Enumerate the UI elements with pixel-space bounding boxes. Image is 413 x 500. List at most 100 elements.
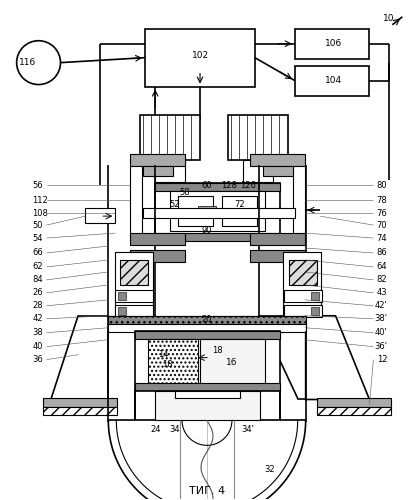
Text: 20: 20 bbox=[202, 316, 212, 324]
Text: 56: 56 bbox=[33, 180, 43, 190]
Bar bbox=[143, 208, 295, 218]
Text: 16: 16 bbox=[226, 358, 237, 367]
Bar bbox=[250, 233, 305, 245]
Bar bbox=[108, 324, 306, 332]
Bar bbox=[283, 252, 320, 317]
Bar bbox=[289, 260, 317, 285]
Text: 24: 24 bbox=[150, 425, 160, 434]
Bar bbox=[143, 166, 173, 176]
Bar bbox=[155, 183, 280, 238]
Bar bbox=[130, 154, 185, 166]
Polygon shape bbox=[306, 316, 370, 400]
Text: 14: 14 bbox=[158, 350, 169, 359]
Text: 82: 82 bbox=[377, 276, 387, 284]
Text: 72: 72 bbox=[235, 200, 245, 208]
Text: 32: 32 bbox=[264, 465, 275, 474]
Text: 34: 34 bbox=[170, 425, 180, 434]
Bar bbox=[115, 305, 153, 317]
Bar bbox=[130, 233, 185, 245]
Text: 10: 10 bbox=[382, 14, 394, 24]
Bar bbox=[135, 382, 280, 390]
Bar bbox=[250, 154, 305, 166]
Bar bbox=[115, 252, 153, 317]
Polygon shape bbox=[50, 316, 108, 400]
Text: 36': 36' bbox=[375, 342, 387, 351]
Text: 76: 76 bbox=[377, 208, 387, 218]
Text: 102: 102 bbox=[192, 51, 209, 60]
Text: 60: 60 bbox=[202, 180, 212, 190]
Text: 26: 26 bbox=[33, 288, 43, 298]
Text: 70: 70 bbox=[377, 220, 387, 230]
Bar bbox=[200, 338, 265, 386]
Bar bbox=[263, 166, 293, 176]
Bar bbox=[317, 408, 392, 416]
Bar bbox=[108, 316, 306, 330]
Text: 38': 38' bbox=[375, 314, 387, 324]
Text: 104: 104 bbox=[325, 76, 342, 85]
Text: 43: 43 bbox=[377, 288, 387, 298]
Text: 62: 62 bbox=[33, 262, 43, 272]
Bar bbox=[311, 292, 318, 300]
Bar bbox=[243, 160, 273, 182]
Text: 28: 28 bbox=[33, 302, 43, 310]
Bar bbox=[295, 66, 370, 96]
Text: 116: 116 bbox=[19, 58, 36, 67]
Bar bbox=[120, 260, 148, 285]
Text: 38: 38 bbox=[33, 328, 43, 337]
Text: 86: 86 bbox=[377, 248, 387, 258]
Bar bbox=[170, 191, 265, 231]
Bar bbox=[140, 116, 200, 160]
Bar bbox=[250, 250, 305, 262]
Text: 106: 106 bbox=[325, 39, 342, 48]
Bar bbox=[295, 28, 370, 58]
Text: 52: 52 bbox=[170, 200, 180, 208]
Bar bbox=[115, 290, 153, 302]
Bar bbox=[108, 316, 306, 324]
Bar bbox=[198, 206, 216, 216]
Bar bbox=[155, 233, 280, 241]
Bar bbox=[148, 338, 198, 386]
Text: 50: 50 bbox=[33, 220, 43, 230]
Bar bbox=[130, 166, 142, 236]
Text: 36: 36 bbox=[33, 355, 43, 364]
Bar bbox=[222, 196, 257, 226]
Bar bbox=[118, 307, 126, 315]
Text: 112: 112 bbox=[33, 196, 48, 204]
Bar bbox=[118, 292, 126, 300]
Text: 18: 18 bbox=[162, 360, 173, 369]
Bar bbox=[155, 160, 185, 182]
Text: 80: 80 bbox=[377, 180, 387, 190]
Text: 18: 18 bbox=[211, 346, 222, 355]
Bar bbox=[135, 330, 280, 390]
Text: 58: 58 bbox=[180, 188, 190, 196]
Text: 84: 84 bbox=[33, 276, 43, 284]
Bar bbox=[43, 398, 117, 407]
Text: 40: 40 bbox=[33, 342, 43, 351]
Bar bbox=[155, 390, 260, 420]
Text: 34': 34' bbox=[242, 425, 254, 434]
Bar bbox=[130, 250, 185, 262]
Text: 40': 40' bbox=[375, 328, 387, 337]
Bar bbox=[317, 398, 392, 407]
Text: ΤИГ. 4: ΤИГ. 4 bbox=[189, 486, 225, 496]
Bar bbox=[135, 330, 280, 338]
Text: 128: 128 bbox=[221, 180, 237, 190]
Bar bbox=[135, 390, 280, 420]
Text: 12: 12 bbox=[377, 355, 387, 364]
Text: 42: 42 bbox=[33, 314, 43, 324]
Bar bbox=[228, 116, 288, 160]
Bar bbox=[43, 408, 117, 416]
Bar bbox=[145, 28, 255, 86]
Text: 90: 90 bbox=[202, 226, 212, 234]
Bar bbox=[311, 307, 318, 315]
Bar bbox=[284, 290, 322, 302]
Text: 42': 42' bbox=[375, 302, 387, 310]
Bar bbox=[155, 183, 280, 191]
Text: 66: 66 bbox=[33, 248, 43, 258]
Bar bbox=[178, 196, 213, 226]
Polygon shape bbox=[259, 316, 306, 400]
Bar bbox=[175, 390, 240, 398]
Text: 74: 74 bbox=[377, 234, 387, 242]
Bar bbox=[85, 208, 115, 223]
Bar bbox=[293, 166, 305, 236]
